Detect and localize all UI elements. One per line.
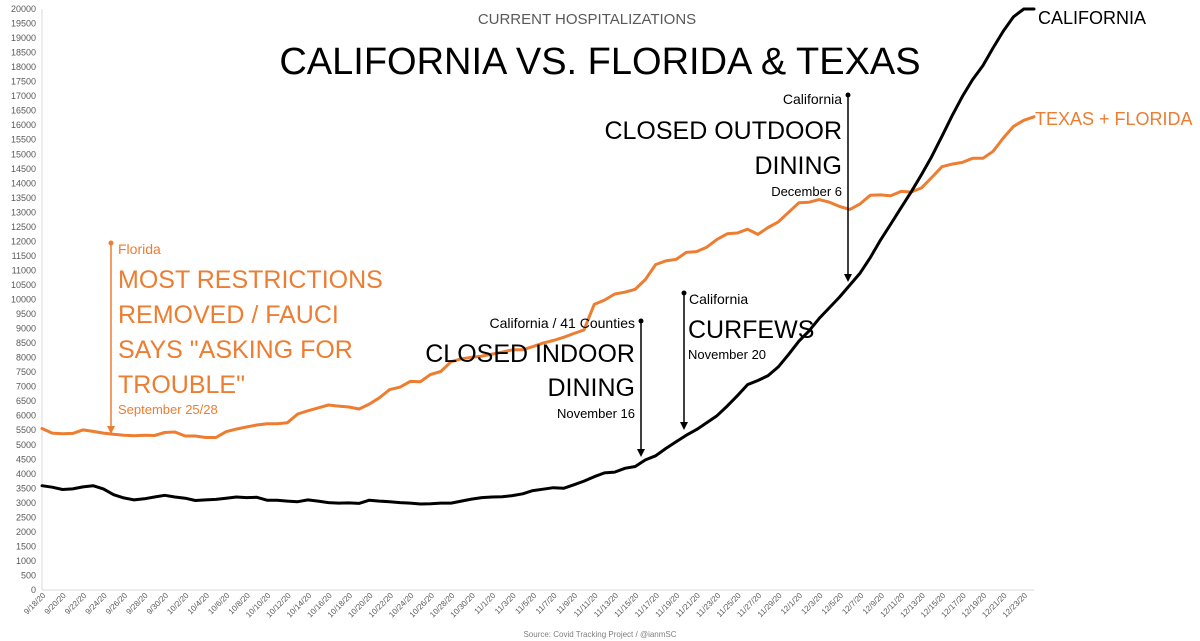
y-tick-label: 20000 bbox=[11, 4, 36, 14]
x-tick-label: 11/7/20 bbox=[534, 591, 559, 616]
annotation-outdoor-dining: California CLOSED OUTDOOR DINING Decembe… bbox=[604, 91, 852, 282]
y-tick-label: 11500 bbox=[12, 251, 36, 261]
arrowhead-icon bbox=[107, 426, 115, 434]
annotation-dot-outdoor bbox=[845, 92, 851, 98]
annotation-indoor-state: California / 41 Counties bbox=[489, 315, 635, 331]
annotation-curfews: California CURFEWS November 20 bbox=[680, 290, 814, 430]
y-tick-label: 500 bbox=[21, 570, 36, 580]
y-tick-label: 19000 bbox=[11, 33, 36, 43]
annotation-curfews-date: November 20 bbox=[688, 347, 766, 362]
y-tick-label: 6000 bbox=[16, 411, 36, 421]
y-tick-label: 4000 bbox=[16, 469, 36, 479]
annotation-dot-curfews bbox=[681, 290, 687, 296]
series-label-texas-florida: TEXAS + FLORIDA bbox=[1035, 109, 1193, 129]
y-tick-label: 15000 bbox=[11, 149, 36, 159]
y-tick-label: 16500 bbox=[11, 106, 36, 116]
y-tick-label: 17000 bbox=[11, 91, 36, 101]
x-tick-label: 11/5/20 bbox=[513, 591, 538, 616]
y-tick-label: 2500 bbox=[16, 512, 36, 522]
y-tick-label: 9000 bbox=[16, 324, 36, 334]
y-tick-label: 18500 bbox=[11, 48, 36, 58]
annotation-florida-line-4: TROUBLE" bbox=[118, 371, 245, 399]
annotation-indoor-date: November 16 bbox=[557, 406, 635, 421]
y-tick-label: 9500 bbox=[16, 309, 36, 319]
y-axis: 0 500 1000 1500 2000 2500 3000 3500 4000 4500 5000… bbox=[11, 4, 43, 595]
annotation-florida-date: September 25/28 bbox=[118, 402, 218, 417]
annotation-dot-indoor bbox=[638, 318, 644, 324]
y-tick-label: 14500 bbox=[11, 164, 36, 174]
y-tick-label: 5500 bbox=[16, 425, 36, 435]
y-tick-label: 8500 bbox=[16, 338, 36, 348]
y-tick-label: 17500 bbox=[11, 77, 36, 87]
arrowhead-icon bbox=[680, 422, 688, 430]
y-tick-label: 13500 bbox=[11, 193, 36, 203]
y-tick-label: 1500 bbox=[16, 541, 36, 551]
annotation-florida-line-3: SAYS "ASKING FOR bbox=[118, 336, 353, 364]
series-line-california bbox=[40, 7, 1036, 506]
annotation-florida-line-1: MOST RESTRICTIONS bbox=[118, 266, 383, 294]
annotation-outdoor-line-2: DINING bbox=[755, 152, 843, 180]
chart-subtitle: CURRENT HOSPITALIZATIONS bbox=[478, 11, 696, 28]
y-tick-label: 6500 bbox=[16, 396, 36, 406]
y-tick-label: 10000 bbox=[11, 295, 36, 305]
y-tick-label: 7500 bbox=[16, 367, 36, 377]
series-label-california: CALIFORNIA bbox=[1038, 8, 1146, 28]
arrowhead-icon bbox=[844, 274, 852, 282]
annotation-outdoor-state: California bbox=[783, 91, 842, 107]
annotation-florida: Florida MOST RESTRICTIONS REMOVED / FAUC… bbox=[107, 240, 383, 434]
y-tick-label: 2000 bbox=[16, 527, 36, 537]
y-tick-label: 16000 bbox=[11, 120, 36, 130]
y-tick-label: 5000 bbox=[16, 440, 36, 450]
y-tick-label: 12500 bbox=[11, 222, 36, 232]
annotation-curfews-state: California bbox=[689, 291, 748, 307]
annotation-outdoor-date: December 6 bbox=[771, 184, 842, 199]
series-line-texas-florida bbox=[40, 115, 1036, 439]
annotation-curfews-line-1: CURFEWS bbox=[688, 316, 814, 344]
y-tick-label: 10500 bbox=[11, 280, 36, 290]
y-tick-label: 14000 bbox=[11, 178, 36, 188]
y-tick-label: 0 bbox=[31, 585, 36, 595]
arrowhead-icon bbox=[637, 449, 645, 457]
chart-source: Source: Covid Tracking Project / @ianmSC bbox=[523, 630, 676, 639]
y-tick-label: 7000 bbox=[16, 382, 36, 392]
annotation-outdoor-line-1: CLOSED OUTDOOR bbox=[604, 117, 842, 145]
x-tick-label: 11/1/20 bbox=[473, 591, 498, 616]
y-tick-label: 1000 bbox=[16, 556, 36, 566]
x-axis: 9/18/209/20/209/22/209/24/209/26/209/28/… bbox=[22, 589, 1034, 619]
x-tick-label: 11/3/20 bbox=[493, 591, 518, 616]
annotation-florida-line-2: REMOVED / FAUCI bbox=[118, 301, 339, 329]
annotation-indoor-line-1: CLOSED INDOOR bbox=[425, 340, 635, 368]
y-tick-label: 3500 bbox=[16, 483, 36, 493]
y-tick-label: 13000 bbox=[11, 207, 36, 217]
chart-title: CALIFORNIA VS. FLORIDA & TEXAS bbox=[279, 41, 920, 83]
y-tick-label: 15500 bbox=[11, 135, 36, 145]
y-tick-label: 11000 bbox=[12, 265, 36, 275]
annotation-indoor-dining: California / 41 Counties CLOSED INDOOR D… bbox=[425, 315, 645, 457]
annotation-florida-state: Florida bbox=[118, 241, 161, 257]
y-tick-label: 12000 bbox=[11, 236, 36, 246]
annotation-indoor-line-2: DINING bbox=[548, 374, 636, 402]
y-tick-label: 4500 bbox=[16, 454, 36, 464]
annotation-dot-florida bbox=[108, 240, 114, 246]
series-group bbox=[40, 7, 1036, 506]
y-tick-label: 8000 bbox=[16, 353, 36, 363]
y-tick-label: 18000 bbox=[11, 62, 36, 72]
y-tick-label: 19500 bbox=[11, 19, 36, 29]
y-tick-label: 3000 bbox=[16, 498, 36, 508]
